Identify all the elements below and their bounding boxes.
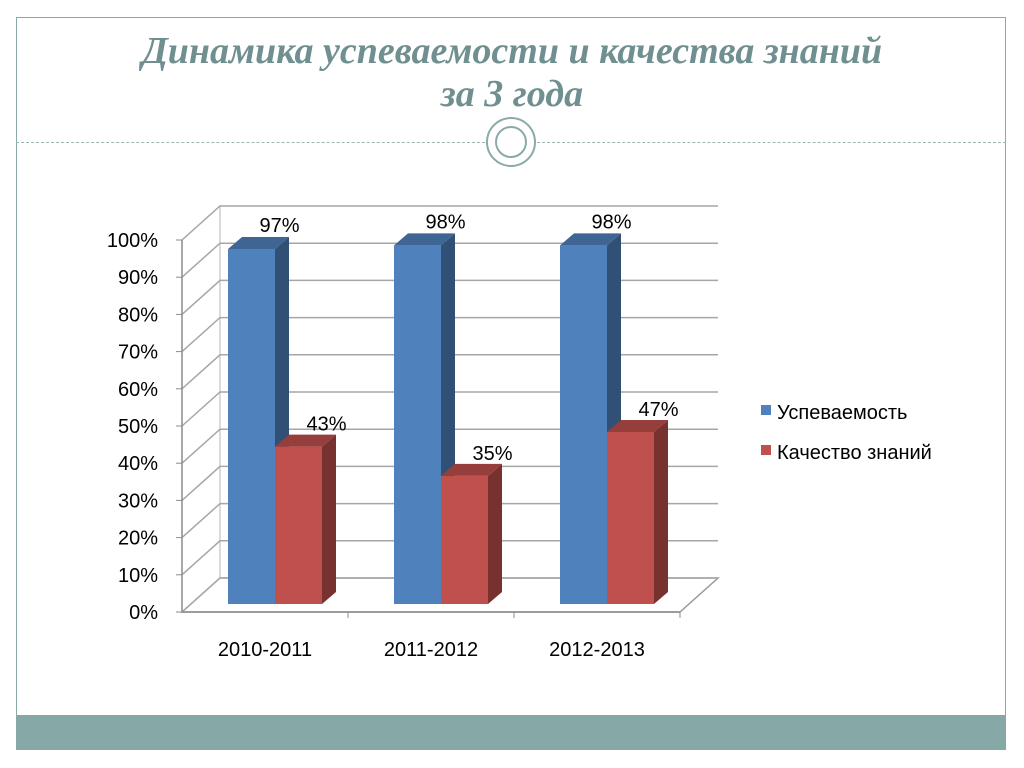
circle-ornament-inner bbox=[495, 126, 527, 158]
circle-ornament-icon bbox=[486, 117, 536, 167]
slide-title: Динамика успеваемости и качества знаний … bbox=[40, 30, 984, 116]
title-line-2: за 3 года bbox=[440, 73, 584, 115]
footer-band bbox=[16, 715, 1006, 750]
title-line-1: Динамика успеваемости и качества знаний bbox=[141, 30, 883, 72]
